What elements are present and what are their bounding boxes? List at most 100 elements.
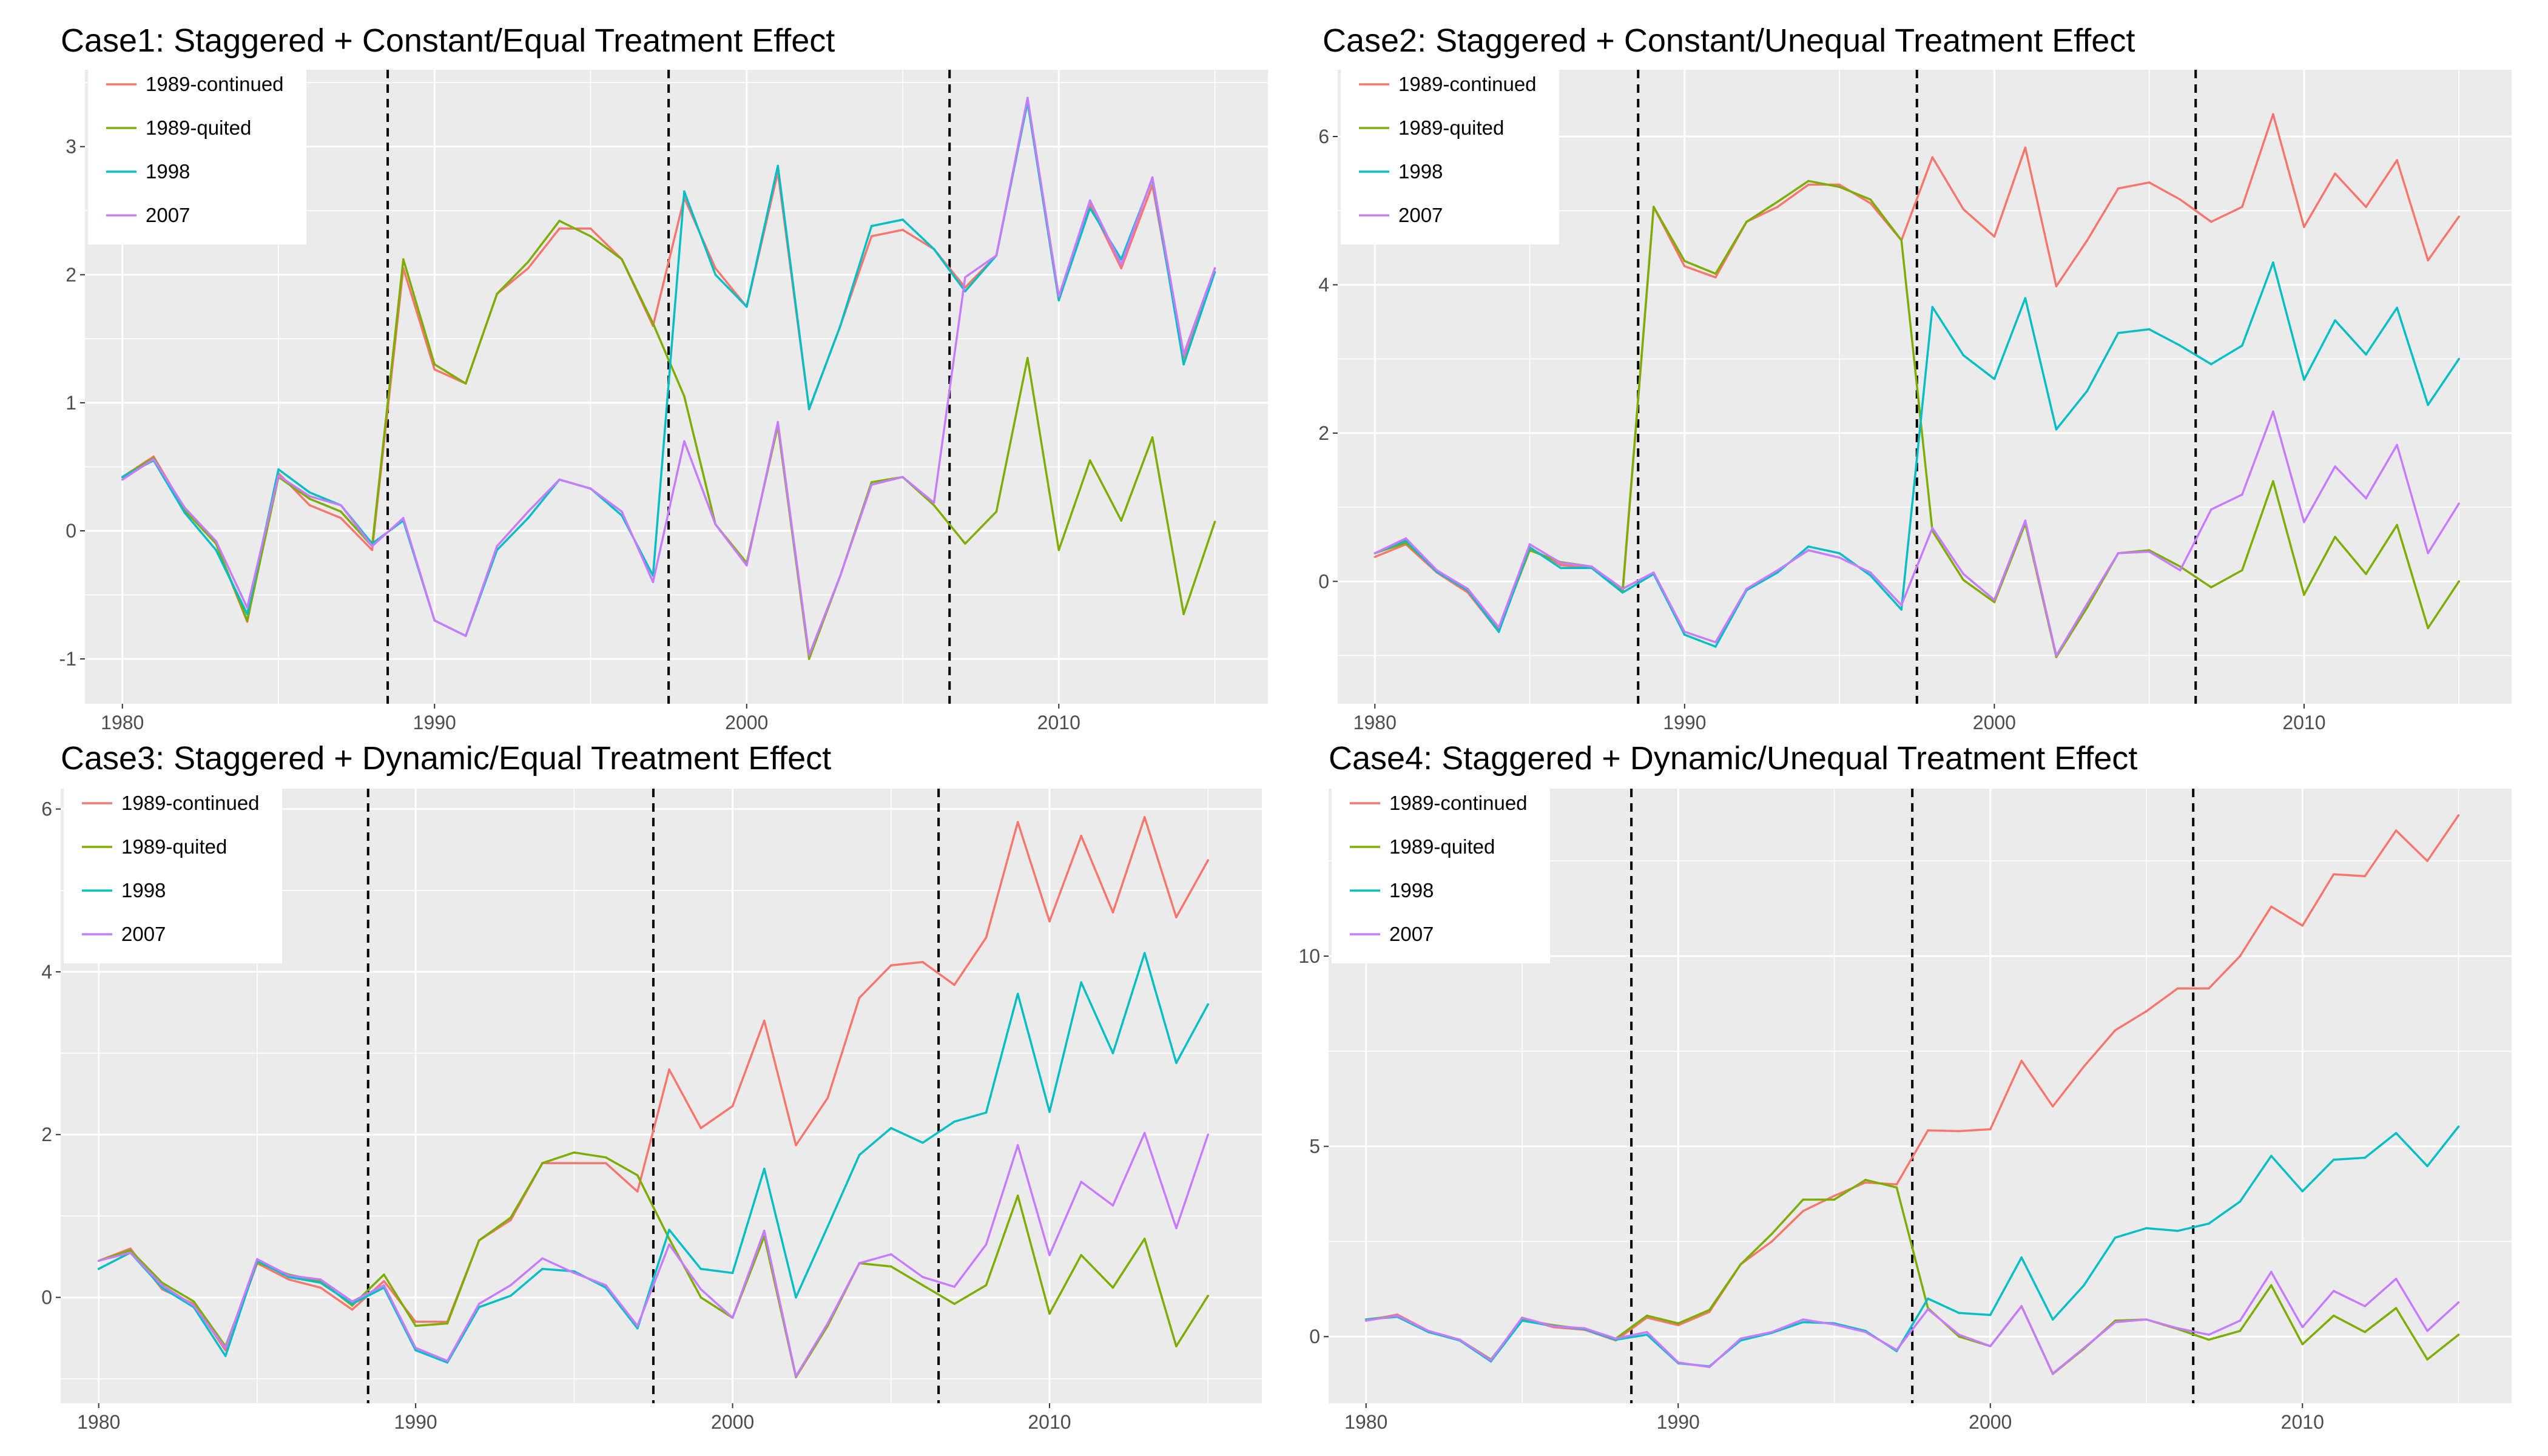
- panel-title-case1: Case1: Staggered + Constant/Equal Treatm…: [61, 22, 835, 59]
- panel-title-case4: Case4: Staggered + Dynamic/Unequal Treat…: [1329, 740, 2137, 777]
- data-point: [402, 517, 405, 519]
- data-point: [2239, 1330, 2242, 1332]
- data-point: [731, 1105, 734, 1108]
- data-point: [351, 1303, 354, 1306]
- data-point: [2395, 1131, 2398, 1134]
- y-tick-label: 2: [41, 1124, 52, 1145]
- chart-panel: 1980 1990 2000 2010 0 2 4 6 1989-continued 1989-q…: [1318, 64, 2512, 733]
- data-point: [2239, 1200, 2242, 1203]
- data-point: [1869, 571, 1872, 574]
- data-point: [2241, 493, 2243, 496]
- data-point: [2270, 1284, 2273, 1287]
- data-point: [1621, 591, 1624, 594]
- data-point: [1528, 543, 1531, 546]
- data-point: [414, 1321, 417, 1323]
- data-point: [1708, 1366, 1711, 1369]
- data-point: [2365, 353, 2367, 356]
- data-point: [621, 258, 623, 261]
- data-point: [795, 1296, 797, 1299]
- x-tick-label: 2010: [2281, 1411, 2324, 1433]
- data-point: [964, 276, 966, 278]
- y-tick-label: 1: [66, 392, 76, 414]
- data-point: [2208, 1338, 2210, 1341]
- data-point: [1552, 1325, 1555, 1328]
- data-point: [496, 292, 498, 295]
- data-point: [870, 484, 873, 486]
- chart-panel: 1980 1990 2000 2010 0 5 10 1989-continued 1989-q…: [1298, 783, 2512, 1433]
- data-point: [192, 1300, 195, 1303]
- data-point: [1958, 1130, 1961, 1133]
- data-point: [308, 504, 311, 507]
- data-point: [2332, 1290, 2335, 1292]
- series-line: [98, 816, 1209, 1352]
- data-point: [953, 1286, 956, 1288]
- data-point: [604, 1284, 607, 1287]
- data-point: [1958, 1333, 1961, 1336]
- data-point: [2055, 285, 2058, 288]
- data-point: [527, 260, 530, 263]
- data-point: [1207, 1295, 1209, 1297]
- data-point: [2148, 181, 2151, 184]
- data-point: [2024, 297, 2027, 300]
- data-point: [2426, 860, 2428, 862]
- data-point: [527, 267, 530, 270]
- data-point: [246, 613, 249, 616]
- data-point: [1677, 1361, 1680, 1364]
- data-point: [1621, 587, 1624, 590]
- data-point: [496, 545, 498, 548]
- x-tick-label: 2010: [2282, 712, 2325, 733]
- data-point: [2114, 1029, 2117, 1032]
- data-point: [161, 1284, 163, 1287]
- data-point: [1989, 1313, 1992, 1316]
- data-point: [922, 1284, 924, 1287]
- data-point: [1396, 1314, 1398, 1317]
- data-point: [2117, 187, 2120, 190]
- data-point: [527, 510, 530, 513]
- chart-panels: 1980 1990 2000 2010-101231989-continued1989…: [41, 64, 2512, 1433]
- data-point: [97, 1259, 100, 1262]
- y-tick-label: 0: [41, 1287, 52, 1309]
- data-point: [2365, 206, 2367, 208]
- data-point: [477, 1239, 480, 1242]
- data-point: [1458, 1338, 1461, 1341]
- data-point: [795, 1375, 797, 1378]
- x-tick-label: 1990: [1657, 1411, 1700, 1433]
- data-point: [1559, 564, 1562, 567]
- data-point: [1802, 1318, 1804, 1321]
- data-point: [1143, 1131, 1146, 1134]
- data-point: [636, 1324, 639, 1327]
- data-point: [589, 227, 592, 230]
- data-point: [183, 511, 186, 514]
- data-point: [964, 290, 966, 293]
- data-point: [1026, 357, 1029, 359]
- data-point: [2272, 410, 2274, 413]
- data-point: [2051, 1372, 2054, 1375]
- chart-panel: 1980 1990 2000 2010-101231989-continued1989…: [59, 64, 1268, 733]
- data-point: [129, 1251, 132, 1254]
- data-point: [2427, 403, 2429, 406]
- x-tick-label: 1980: [1344, 1411, 1387, 1433]
- data-point: [1714, 641, 1717, 644]
- data-point: [2117, 552, 2120, 554]
- data-point: [121, 476, 124, 479]
- data-point: [1213, 267, 1216, 270]
- data-point: [1120, 263, 1122, 266]
- data-point: [2179, 198, 2182, 201]
- data-point: [1900, 239, 1903, 241]
- data-point: [1989, 1128, 1992, 1131]
- data-point: [807, 658, 811, 660]
- data-point: [2427, 259, 2429, 261]
- data-point: [2241, 569, 2243, 571]
- data-point: [1016, 821, 1019, 823]
- x-tick-label: 2000: [711, 1411, 754, 1433]
- series-line: [98, 1131, 1209, 1378]
- data-point: [558, 220, 561, 222]
- data-point: [1900, 608, 1903, 611]
- data-point: [932, 248, 935, 251]
- data-point: [383, 1279, 385, 1282]
- y-tick-label: 10: [1298, 945, 1320, 967]
- data-point: [1931, 306, 1934, 308]
- data-point: [1958, 1312, 1961, 1315]
- data-point: [2457, 814, 2460, 817]
